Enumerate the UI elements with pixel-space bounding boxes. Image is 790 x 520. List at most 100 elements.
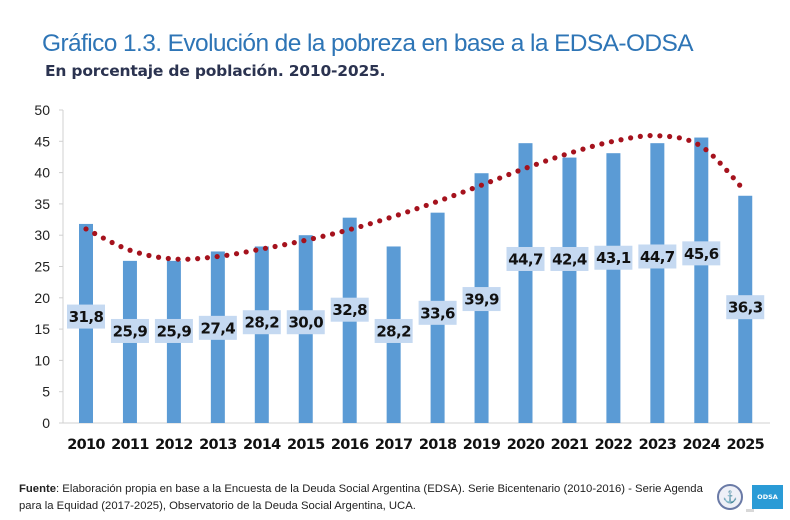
trend-dot xyxy=(478,182,485,188)
trend-dot xyxy=(118,244,124,250)
trend-dot xyxy=(243,249,249,255)
trend-dot xyxy=(377,218,383,224)
y-tick-label: 45 xyxy=(34,133,50,149)
data-label-box xyxy=(594,245,633,270)
trend-dot xyxy=(224,252,230,258)
data-label: 30,0 xyxy=(286,310,325,335)
trend-dot xyxy=(204,255,211,261)
trend-dot xyxy=(469,186,475,192)
y-tick-label: 40 xyxy=(34,165,50,181)
trend-dot xyxy=(686,137,692,143)
y-tick-label: 5 xyxy=(42,384,50,400)
data-label-text: 27,4 xyxy=(201,319,236,337)
y-tick-label: 10 xyxy=(34,352,50,368)
data-label: 32,8 xyxy=(330,297,369,322)
source-note: Fuente: Elaboración propia en base a la … xyxy=(19,481,719,515)
data-label-box xyxy=(550,246,589,271)
trend-dot xyxy=(589,143,595,149)
data-label-box xyxy=(242,310,281,335)
trend-dot xyxy=(506,171,512,178)
data-label: 43,1 xyxy=(594,245,633,270)
trend-dot xyxy=(667,133,673,140)
trend-dot xyxy=(570,149,577,155)
trend-dot xyxy=(460,189,466,195)
x-tick-label: 2025 xyxy=(726,437,764,453)
data-label-text: 44,7 xyxy=(508,250,543,268)
x-tick-label: 2013 xyxy=(199,437,237,453)
data-label: 27,4 xyxy=(198,315,237,340)
axes: 0 5 10 15 20 25 30 35 40 45 50 xyxy=(34,102,770,431)
data-label-box xyxy=(418,300,457,325)
data-label-text: 45,6 xyxy=(684,245,719,263)
y-tick-label: 30 xyxy=(34,227,50,243)
trend-dot xyxy=(146,252,152,259)
data-label-text: 42,4 xyxy=(552,250,587,268)
data-label: 25,9 xyxy=(154,318,193,343)
bar xyxy=(694,137,709,423)
trend-dot xyxy=(423,202,429,209)
y-tick-label: 25 xyxy=(34,259,50,275)
x-tick-label: 2014 xyxy=(243,437,281,453)
data-label: 45,6 xyxy=(682,241,721,266)
data-label-box xyxy=(462,287,501,312)
trend-dot xyxy=(155,254,162,260)
x-tick-label: 2011 xyxy=(111,437,149,453)
trend-dot xyxy=(92,230,98,237)
data-label: 36,3 xyxy=(726,295,765,320)
bar xyxy=(606,153,621,423)
trend-dot xyxy=(233,251,240,257)
trend-dot xyxy=(703,147,709,153)
trend-dot xyxy=(358,223,364,230)
trend-dot xyxy=(730,175,736,181)
x-tick-label: 2023 xyxy=(639,437,677,453)
trend-dot xyxy=(310,235,317,242)
x-tick-label: 2016 xyxy=(331,437,369,453)
trend-dot xyxy=(348,226,355,232)
data-label-box xyxy=(67,304,105,329)
data-label: 44,7 xyxy=(638,244,677,269)
y-tick-label: 15 xyxy=(34,321,50,337)
trend-dot xyxy=(329,231,336,237)
chart-title: Gráfico 1.3. Evolución de la pobreza en … xyxy=(42,30,694,57)
trend-dot xyxy=(395,212,401,218)
trend-dot xyxy=(618,137,624,143)
x-tick-label: 2010 xyxy=(67,437,105,453)
trend-dot xyxy=(724,167,730,173)
data-label-box xyxy=(286,310,325,335)
trend-dot xyxy=(695,141,701,147)
data-label-text: 39,9 xyxy=(464,291,499,309)
data-label-box xyxy=(638,244,677,269)
trend-dot xyxy=(580,146,586,152)
trend-dot xyxy=(628,135,634,141)
trend-dot xyxy=(136,250,143,256)
uca-seal-logo: ⚓ xyxy=(717,484,743,510)
x-tick-label: 2019 xyxy=(463,437,501,453)
trend-dot xyxy=(497,175,503,181)
trend-dot xyxy=(599,141,605,147)
trend-dot xyxy=(282,242,288,248)
x-tick-label: 2021 xyxy=(551,437,589,453)
data-label: 28,2 xyxy=(242,310,281,335)
data-label-text: 28,2 xyxy=(244,314,279,332)
y-tick-label: 35 xyxy=(34,196,50,212)
bars xyxy=(79,137,753,424)
x-tick-label: 2018 xyxy=(419,437,457,453)
trend-dot xyxy=(253,247,259,253)
trend-dot xyxy=(543,158,549,164)
trend-dot xyxy=(657,133,663,139)
bar xyxy=(518,143,533,424)
trend-dot xyxy=(320,233,326,239)
data-label: 31,8 xyxy=(67,304,105,329)
trend-dot xyxy=(272,243,278,250)
data-label: 33,6 xyxy=(418,300,457,325)
trend-dot xyxy=(165,255,171,262)
data-label-text: 25,9 xyxy=(157,322,192,340)
data-label-box xyxy=(726,295,765,320)
data-label-box xyxy=(198,315,237,340)
data-label: 44,7 xyxy=(506,246,545,271)
trend-dot xyxy=(291,240,297,246)
trend-dot xyxy=(127,247,133,253)
trend-dot xyxy=(451,192,457,199)
y-tick-label: 0 xyxy=(42,415,50,431)
data-label-box xyxy=(330,297,369,322)
